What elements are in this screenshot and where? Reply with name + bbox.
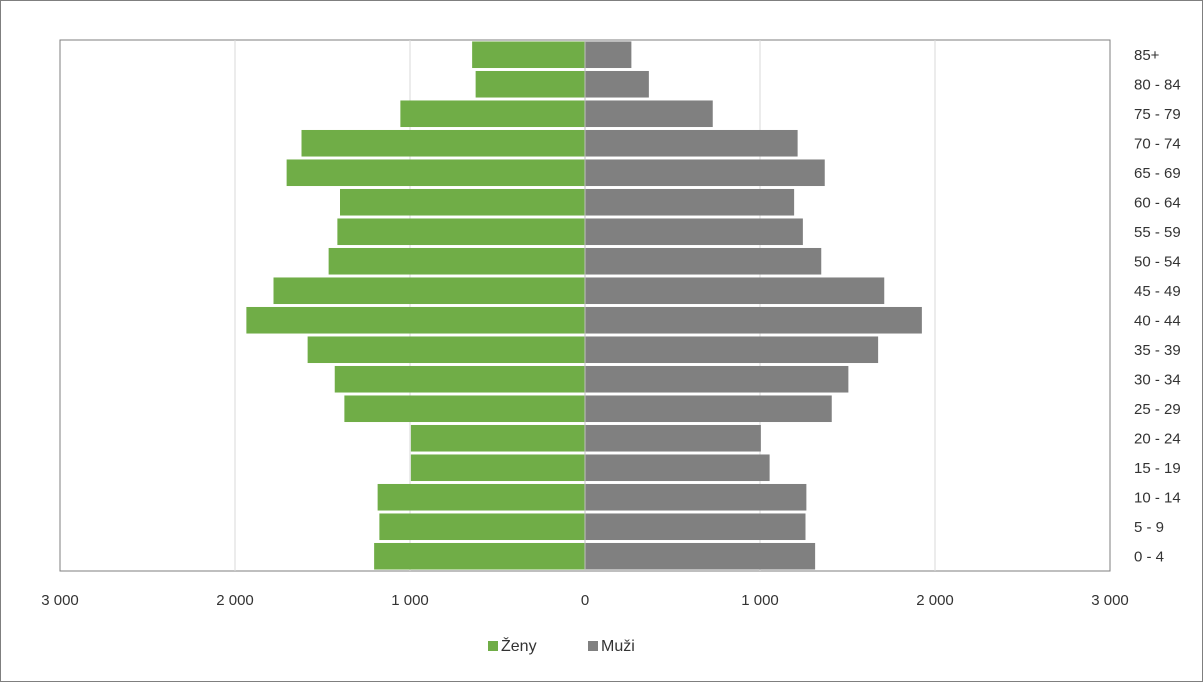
bar-muzi-1 <box>585 513 806 541</box>
category-label: 70 - 74 <box>1134 135 1181 152</box>
bar-zeny-3 <box>410 454 585 482</box>
bar-muzi-6 <box>585 365 849 393</box>
category-label: 75 - 79 <box>1134 106 1181 123</box>
bar-zeny-15 <box>400 100 585 128</box>
bar-zeny-13 <box>286 159 585 187</box>
legend-swatch <box>588 641 598 651</box>
bar-zeny-11 <box>337 218 585 246</box>
category-label: 80 - 84 <box>1134 76 1181 93</box>
bar-muzi-17 <box>585 41 632 69</box>
bar-muzi-8 <box>585 306 922 334</box>
bar-zeny-6 <box>334 365 585 393</box>
category-label: 5 - 9 <box>1134 519 1164 536</box>
category-label: 60 - 64 <box>1134 194 1181 211</box>
legend-label: Muži <box>601 638 635 655</box>
bar-muzi-9 <box>585 277 885 305</box>
bar-muzi-2 <box>585 483 807 511</box>
category-label: 35 - 39 <box>1134 342 1181 359</box>
bar-muzi-15 <box>585 100 713 128</box>
x-tick-label: 3 000 <box>41 592 79 609</box>
x-tick-label: 1 000 <box>741 592 779 609</box>
bar-muzi-10 <box>585 247 822 275</box>
bar-muzi-16 <box>585 70 649 98</box>
bar-zeny-16 <box>475 70 585 98</box>
legend-swatch <box>488 641 498 651</box>
bar-zeny-10 <box>328 247 585 275</box>
gridlines <box>234 40 936 571</box>
bar-muzi-12 <box>585 188 795 216</box>
bar-muzi-7 <box>585 336 879 364</box>
legend: Ženy Muži <box>488 636 635 655</box>
category-label: 25 - 29 <box>1134 401 1181 418</box>
bars <box>246 41 922 570</box>
bar-muzi-4 <box>585 424 761 452</box>
category-label: 55 - 59 <box>1134 224 1181 241</box>
bar-muzi-5 <box>585 395 832 423</box>
bar-zeny-4 <box>410 424 585 452</box>
bar-zeny-17 <box>472 41 585 69</box>
bar-zeny-7 <box>307 336 585 364</box>
x-tick-label: 2 000 <box>916 592 954 609</box>
bar-muzi-13 <box>585 159 825 187</box>
category-label: 45 - 49 <box>1134 283 1181 300</box>
category-label: 0 - 4 <box>1134 548 1164 565</box>
bar-zeny-8 <box>246 306 585 334</box>
bar-zeny-1 <box>379 513 585 541</box>
category-label: 20 - 24 <box>1134 430 1181 447</box>
x-tick-labels: 3 000 2 000 1 000 0 1 000 2 000 3 000 <box>41 592 1129 609</box>
category-label: 10 - 14 <box>1134 489 1181 506</box>
category-label: 65 - 69 <box>1134 165 1181 182</box>
category-label: 40 - 44 <box>1134 312 1181 329</box>
x-tick-label: 0 <box>581 592 589 609</box>
bar-zeny-5 <box>344 395 585 423</box>
bar-muzi-11 <box>585 218 803 246</box>
legend-label: Ženy <box>501 636 537 655</box>
category-labels: 0 - 4 5 - 9 10 - 14 15 - 19 20 - 24 25 - 29 30… <box>1134 47 1181 566</box>
bar-zeny-0 <box>374 542 585 570</box>
x-tick-label: 2 000 <box>216 592 254 609</box>
bar-muzi-3 <box>585 454 770 482</box>
x-tick-label: 1 000 <box>391 592 429 609</box>
bar-zeny-2 <box>377 483 585 511</box>
bar-zeny-9 <box>273 277 585 305</box>
bar-muzi-0 <box>585 542 816 570</box>
category-label: 15 - 19 <box>1134 460 1181 477</box>
category-label: 50 - 54 <box>1134 253 1181 270</box>
x-tick-label: 3 000 <box>1091 592 1129 609</box>
bar-zeny-12 <box>340 188 585 216</box>
bar-zeny-14 <box>301 129 585 157</box>
category-label: 30 - 34 <box>1134 371 1181 388</box>
category-label: 85+ <box>1134 47 1160 64</box>
bar-muzi-14 <box>585 129 798 157</box>
